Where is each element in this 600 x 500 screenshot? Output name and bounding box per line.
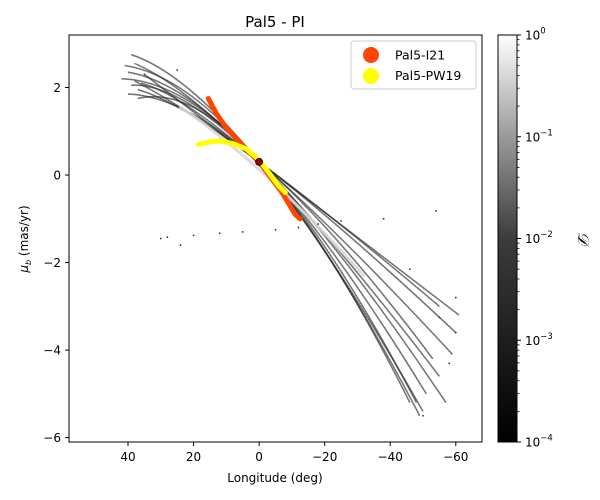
stream-point (159, 237, 162, 240)
y-axis-label-unit: (mas/yr) (17, 205, 31, 260)
stream-point (340, 220, 342, 222)
stream-trail (131, 53, 424, 412)
stream-trail (134, 62, 441, 377)
y-axis-label: μb (mas/yr) (17, 205, 33, 273)
x-tick-label: −40 (378, 450, 403, 464)
colorbar-tick-label: 10−4 (525, 434, 553, 450)
stream-point (176, 69, 179, 71)
y-tick-label: −4 (43, 344, 61, 358)
track-pal5-pw19 (195, 138, 288, 196)
x-tick-label: 20 (186, 450, 201, 464)
stream-trail (124, 64, 421, 417)
y-tick-label: −2 (43, 256, 61, 270)
stream-point (422, 414, 424, 417)
x-axis: 40 20 0 −20 −40 −60 (120, 442, 468, 464)
colorbar-tick-label: 100 (525, 27, 546, 43)
stream-core (178, 105, 366, 278)
y-axis: 2 0 −2 −4 −6 (43, 81, 69, 445)
stream-point (448, 362, 451, 365)
legend-marker-pal5-pw19 (363, 68, 379, 84)
legend-box (350, 40, 477, 90)
x-tick-label: 40 (120, 450, 135, 464)
plot-frame (68, 34, 483, 443)
y-tick-label: −6 (43, 431, 61, 445)
stream-point (438, 316, 441, 319)
stream-point (297, 226, 300, 229)
stream-point (274, 228, 277, 231)
stream-point (382, 217, 385, 220)
stream-point (166, 236, 169, 239)
cluster-marker (255, 158, 264, 166)
stream-point (454, 296, 457, 299)
stream-trail (121, 77, 418, 403)
stream-point (317, 223, 320, 225)
colorbar-gradient (497, 34, 518, 443)
y-axis-label-symbol: μ (17, 265, 31, 274)
legend-label-pal5-pw19: Pal5-PW19 (395, 68, 461, 83)
colorbar-label: 𝒟 (574, 232, 593, 248)
stream-point (179, 244, 182, 246)
y-tick-label: 2 (53, 81, 61, 95)
plot-area (121, 53, 460, 417)
stream-point (218, 232, 221, 235)
x-tick-label: 0 (255, 450, 263, 464)
colorbar-tick-label: 10−3 (525, 332, 553, 348)
stream-point (454, 331, 457, 334)
stream-point (192, 234, 195, 237)
stream-point (241, 231, 244, 233)
chart-title: Pal5 - PI (245, 13, 305, 31)
colorbar: 100 10−1 10−2 10−3 10−4 𝒟 (497, 27, 593, 450)
colorbar-tick-label: 10−1 (525, 128, 553, 144)
stream-trail (131, 84, 447, 404)
stream-point (143, 73, 146, 76)
stream-point (435, 210, 438, 212)
x-tick-label: −60 (443, 450, 468, 464)
legend-label-pal5-i21: Pal5-I21 (395, 48, 445, 63)
colorbar-tick-label: 10−2 (525, 230, 553, 246)
legend: Pal5-I21 Pal5-PW19 (350, 40, 477, 90)
x-tick-label: −20 (312, 450, 337, 464)
stream-point (408, 268, 411, 271)
y-axis-label-subscript: b (24, 260, 33, 265)
stream-trail (137, 96, 411, 403)
y-tick-label: 0 (53, 169, 61, 183)
x-axis-label: Longitude (deg) (227, 471, 322, 485)
colorbar-ticks: 100 10−1 10−2 10−3 10−4 (517, 27, 553, 450)
legend-marker-pal5-i21 (363, 47, 379, 63)
